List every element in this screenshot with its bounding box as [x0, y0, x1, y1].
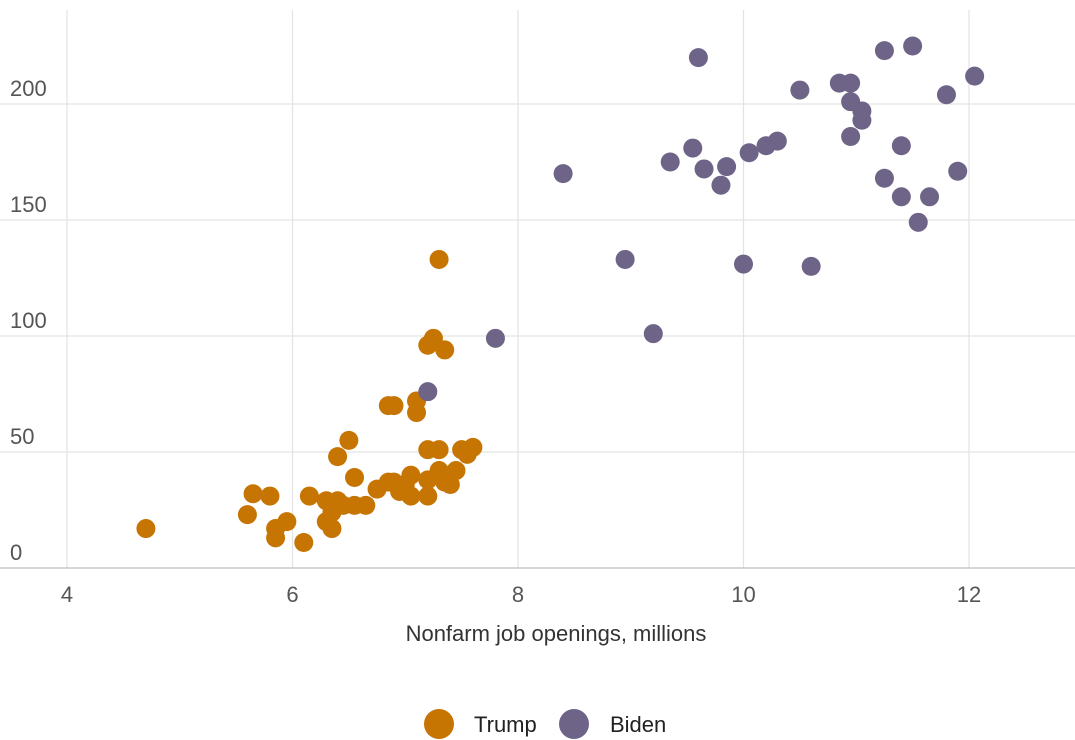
y-tick-label: 50: [10, 424, 34, 449]
data-point-biden: [615, 249, 635, 269]
data-point-trump: [322, 519, 342, 539]
data-point-biden: [553, 164, 573, 184]
y-tick-labels: 0 50 100 150 200: [10, 76, 47, 565]
data-point-biden: [920, 187, 940, 207]
y-tick-label: 100: [10, 308, 47, 333]
x-axis-title: Nonfarm job openings, millions: [406, 621, 707, 646]
data-point-biden: [903, 36, 923, 56]
data-points: [136, 36, 985, 552]
data-point-trump: [339, 430, 359, 450]
data-point-biden: [711, 175, 731, 195]
legend-swatch-trump: [424, 709, 454, 739]
data-point-biden: [643, 324, 663, 344]
data-point-trump: [463, 437, 483, 457]
x-tick-labels: 4 6 8 10 12: [61, 582, 981, 607]
y-tick-label: 150: [10, 192, 47, 217]
data-point-biden: [767, 131, 787, 151]
data-point-trump: [429, 249, 449, 269]
data-point-biden: [852, 110, 872, 130]
data-point-trump: [384, 396, 404, 416]
data-point-trump: [429, 440, 449, 460]
data-point-biden: [841, 126, 861, 146]
data-point-biden: [874, 168, 894, 188]
legend-label-trump: Trump: [474, 712, 537, 737]
data-point-trump: [294, 532, 314, 552]
x-tick-label: 12: [957, 582, 981, 607]
data-point-trump: [401, 486, 421, 506]
grid-layer: [0, 10, 1075, 569]
y-tick-label: 200: [10, 76, 47, 101]
x-tick-label: 8: [512, 582, 524, 607]
data-point-biden: [734, 254, 753, 274]
data-point-trump: [435, 340, 455, 360]
data-point-trump: [418, 486, 438, 506]
data-point-trump: [237, 505, 257, 525]
data-point-trump: [356, 495, 376, 515]
data-point-trump: [345, 468, 365, 488]
data-point-biden: [790, 80, 810, 100]
data-point-biden: [891, 136, 911, 156]
x-tick-label: 4: [61, 582, 73, 607]
data-point-trump: [260, 486, 280, 506]
legend-swatch-biden: [559, 709, 589, 739]
data-point-biden: [948, 161, 968, 181]
x-tick-label: 10: [731, 582, 755, 607]
data-point-biden: [694, 159, 714, 179]
data-point-biden: [683, 138, 703, 158]
data-point-trump: [401, 465, 421, 485]
data-point-trump: [136, 519, 156, 539]
data-point-biden: [660, 152, 680, 172]
data-point-trump: [277, 512, 297, 532]
data-point-biden: [717, 157, 737, 177]
legend-label-biden: Biden: [610, 712, 666, 737]
data-point-biden: [891, 187, 911, 207]
data-point-biden: [739, 143, 759, 163]
y-tick-label: 0: [10, 540, 22, 565]
legend: Trump Biden: [424, 709, 666, 739]
data-point-biden: [908, 212, 928, 232]
data-point-trump: [243, 484, 263, 504]
data-point-biden: [874, 41, 894, 61]
data-point-trump: [446, 461, 466, 481]
data-point-trump: [328, 447, 348, 467]
data-point-trump: [299, 486, 319, 506]
data-point-biden: [936, 85, 956, 105]
data-point-biden: [688, 48, 708, 68]
data-point-biden: [841, 73, 861, 93]
data-point-biden: [485, 328, 505, 348]
data-point-biden: [418, 382, 438, 402]
data-point-biden: [965, 66, 985, 86]
data-point-trump: [407, 403, 427, 423]
data-point-biden: [801, 256, 821, 276]
x-tick-label: 6: [286, 582, 298, 607]
